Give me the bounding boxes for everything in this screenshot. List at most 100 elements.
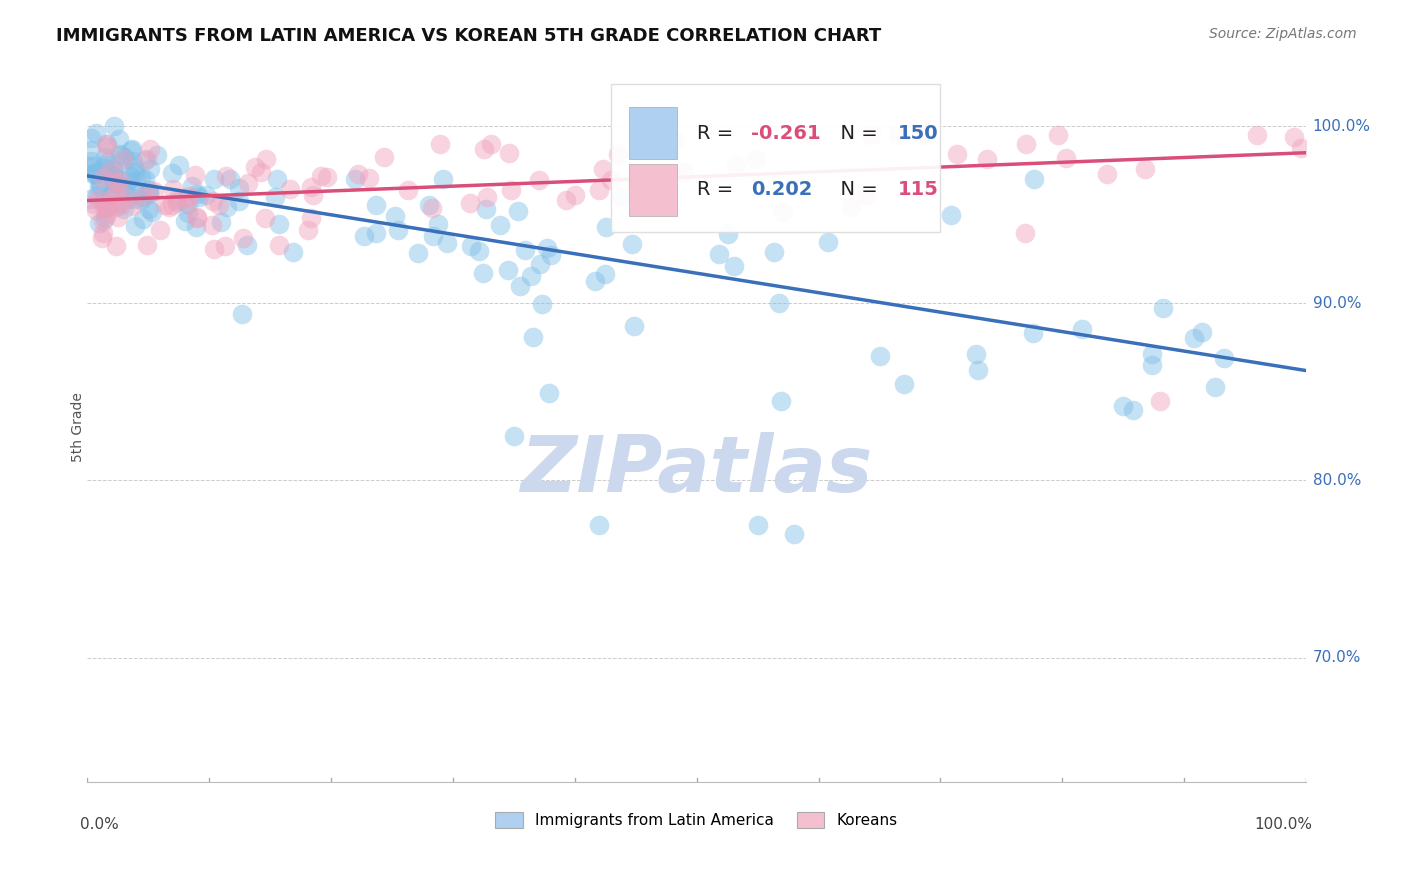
Point bbox=[555, 194, 578, 208]
Point bbox=[80, 154, 103, 169]
Point bbox=[595, 220, 617, 235]
Point bbox=[96, 136, 118, 151]
Point bbox=[583, 274, 606, 288]
Point bbox=[186, 210, 208, 224]
Point bbox=[141, 205, 163, 219]
Point bbox=[136, 152, 159, 166]
Point bbox=[103, 169, 125, 184]
Point bbox=[1204, 380, 1226, 394]
Point bbox=[436, 235, 458, 250]
Point bbox=[253, 211, 276, 225]
FancyBboxPatch shape bbox=[630, 164, 678, 216]
Point bbox=[105, 186, 128, 201]
Point bbox=[124, 219, 146, 233]
Point bbox=[138, 183, 160, 197]
Point bbox=[384, 210, 406, 224]
Point bbox=[107, 132, 129, 146]
Point bbox=[460, 239, 482, 253]
Point bbox=[139, 161, 162, 176]
Text: 100.0%: 100.0% bbox=[1313, 119, 1371, 134]
Point bbox=[231, 307, 253, 321]
Point bbox=[80, 131, 103, 145]
Point bbox=[1282, 129, 1305, 144]
Point bbox=[214, 239, 236, 253]
Point bbox=[184, 220, 207, 235]
Point bbox=[181, 178, 204, 193]
Point bbox=[299, 180, 322, 194]
Point bbox=[297, 223, 319, 237]
Point bbox=[912, 128, 935, 142]
Point bbox=[432, 172, 454, 186]
Point bbox=[219, 172, 242, 186]
Point bbox=[536, 241, 558, 255]
Point bbox=[1142, 358, 1164, 372]
Point bbox=[621, 236, 644, 251]
Point bbox=[509, 278, 531, 293]
Point bbox=[115, 192, 138, 206]
Point bbox=[1112, 399, 1135, 413]
Point bbox=[124, 160, 146, 174]
Point bbox=[967, 363, 990, 377]
Point bbox=[1133, 162, 1156, 177]
Point bbox=[101, 167, 124, 181]
Point bbox=[672, 165, 695, 179]
Point bbox=[138, 202, 160, 216]
Point bbox=[520, 269, 543, 284]
Point bbox=[103, 176, 125, 190]
Point bbox=[1071, 321, 1094, 335]
Point bbox=[143, 184, 166, 198]
Point bbox=[103, 174, 125, 188]
Point bbox=[269, 218, 291, 232]
Point bbox=[946, 146, 969, 161]
Point bbox=[87, 192, 110, 206]
Point bbox=[592, 161, 614, 176]
Point bbox=[202, 172, 225, 186]
Point bbox=[100, 164, 122, 178]
Point bbox=[91, 231, 114, 245]
Point bbox=[91, 171, 114, 186]
Point bbox=[841, 201, 863, 215]
Point bbox=[107, 147, 129, 161]
Point bbox=[104, 200, 127, 214]
Point bbox=[94, 198, 117, 212]
Point bbox=[426, 217, 449, 231]
Text: 100.0%: 100.0% bbox=[1254, 817, 1313, 832]
Point bbox=[770, 394, 793, 409]
Point bbox=[91, 194, 114, 209]
Point bbox=[763, 244, 786, 259]
Point bbox=[146, 147, 169, 161]
Text: 150: 150 bbox=[898, 124, 938, 143]
Point bbox=[89, 178, 111, 193]
Point bbox=[166, 192, 188, 206]
Point bbox=[228, 180, 250, 194]
Point bbox=[132, 211, 155, 226]
Point bbox=[179, 189, 201, 203]
Point bbox=[209, 214, 232, 228]
Point bbox=[96, 154, 118, 169]
Point bbox=[76, 159, 98, 173]
Point bbox=[364, 197, 387, 211]
Text: 115: 115 bbox=[898, 180, 939, 200]
Point bbox=[243, 160, 266, 174]
Point bbox=[138, 187, 160, 202]
Point bbox=[623, 318, 645, 333]
Point bbox=[89, 178, 111, 193]
Point bbox=[129, 194, 152, 208]
Text: ZIPatlas: ZIPatlas bbox=[520, 432, 873, 508]
Point bbox=[134, 153, 156, 168]
Point bbox=[108, 173, 131, 187]
Point bbox=[1149, 393, 1171, 408]
Point bbox=[96, 136, 118, 151]
Point bbox=[86, 126, 108, 140]
Point bbox=[176, 191, 198, 205]
Text: 0.202: 0.202 bbox=[751, 180, 813, 200]
Point bbox=[588, 183, 610, 197]
Point bbox=[475, 190, 498, 204]
Text: -0.261: -0.261 bbox=[751, 124, 821, 143]
Point bbox=[269, 238, 291, 252]
Text: IMMIGRANTS FROM LATIN AMERICA VS KOREAN 5TH GRADE CORRELATION CHART: IMMIGRANTS FROM LATIN AMERICA VS KOREAN … bbox=[56, 27, 882, 45]
Point bbox=[458, 196, 481, 211]
Point bbox=[768, 296, 790, 310]
Point bbox=[783, 526, 806, 541]
Point bbox=[82, 159, 104, 173]
